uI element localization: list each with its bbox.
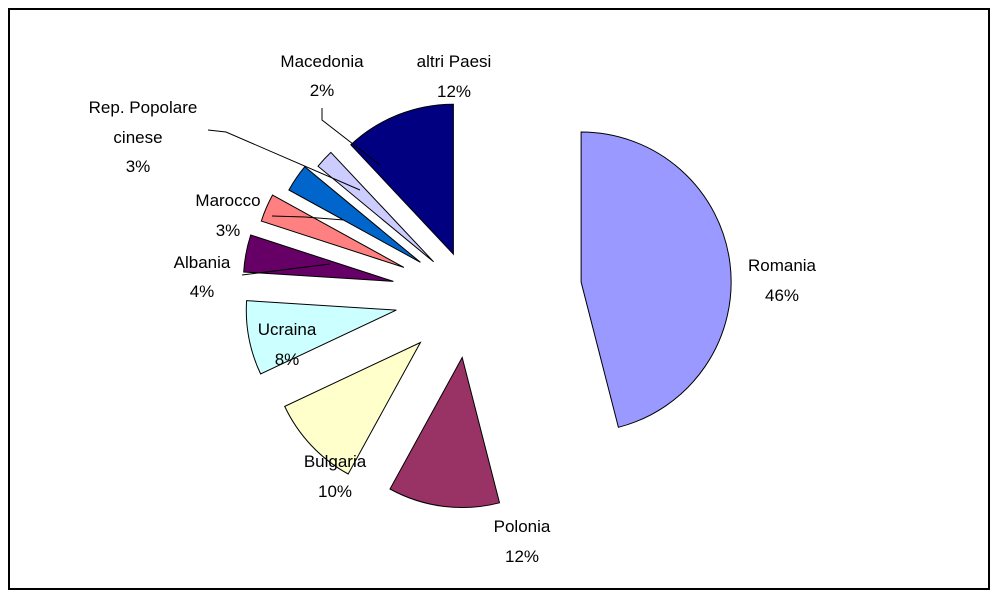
slices-layer [243, 103, 732, 509]
pie-slice-polonia [389, 356, 501, 509]
slice-label-romania: Romania [748, 256, 817, 275]
slice-percent-polonia: 12% [505, 547, 539, 566]
pie-slice-ucraina [245, 300, 397, 375]
slice-percent-macedonia: 2% [310, 81, 335, 100]
slice-percent-cina: 3% [126, 157, 151, 176]
slice-label-cina-line2: cinese [113, 128, 162, 147]
slice-label-altri-paesi: altri Paesi [417, 52, 492, 71]
slice-percent-bulgaria: 10% [318, 482, 352, 501]
pie-slice-macedonia [317, 151, 434, 263]
pie-slice-romania [580, 131, 732, 428]
slice-label-polonia: Polonia [494, 517, 551, 536]
leader-line-cina [207, 129, 361, 191]
slice-percent-ucraina: 8% [275, 350, 300, 369]
pie-slice-bulgaria [284, 341, 422, 475]
leader-lines-layer [207, 108, 381, 276]
pie-slice-altri-paesi [350, 103, 454, 256]
slice-label-bulgaria: Bulgaria [304, 452, 367, 471]
pie-slice-marocco [260, 194, 405, 268]
slice-percent-marocco: 3% [216, 221, 241, 240]
chart-frame [8, 8, 990, 590]
leader-line-albania [241, 263, 331, 276]
slice-percent-romania: 46% [765, 286, 799, 305]
pie-slice-albania [243, 234, 394, 282]
leader-line-macedonia [321, 108, 381, 166]
slice-label-marocco: Marocco [195, 191, 260, 210]
slice-percent-albania: 4% [190, 282, 215, 301]
slice-percent-altri-paesi: 12% [437, 82, 471, 101]
slice-label-albania: Albania [174, 253, 231, 272]
pie-slice-rep-popolare-cinese [288, 165, 421, 263]
slice-label-cina-line1: Rep. Popolare [89, 98, 198, 117]
slice-label-macedonia: Macedonia [280, 52, 364, 71]
slice-label-ucraina: Ucraina [258, 320, 317, 339]
leader-line-marocco [271, 215, 345, 221]
